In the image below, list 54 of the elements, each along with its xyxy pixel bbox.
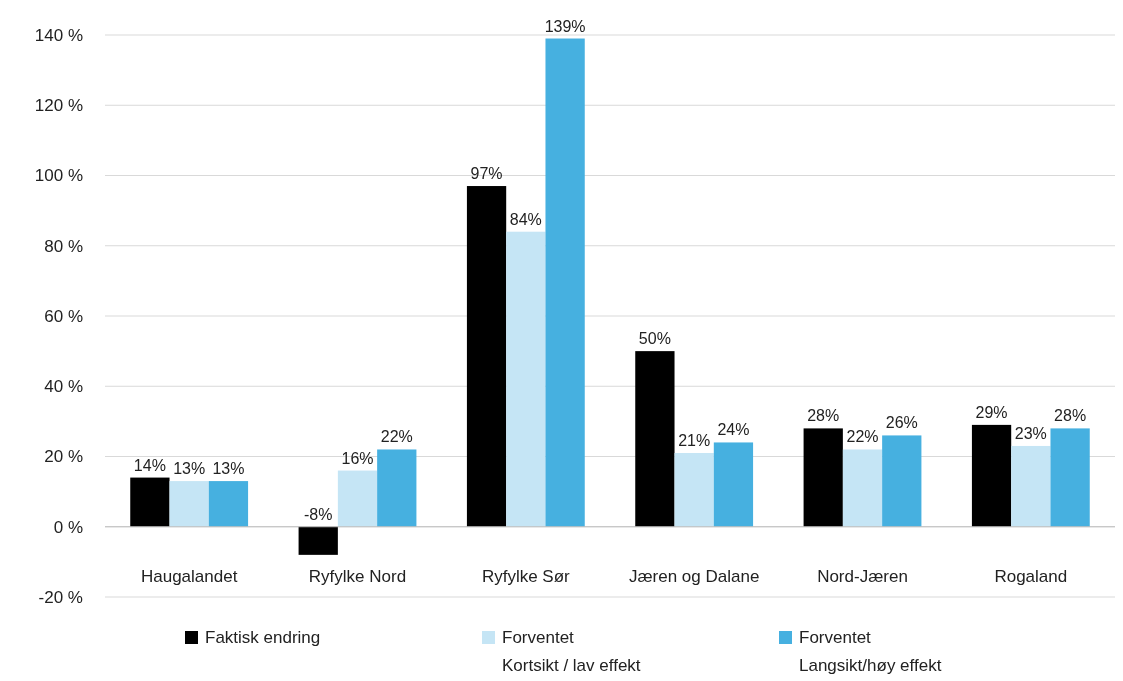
x-tick-label: Jæren og Dalane	[628, 566, 760, 586]
data-label: 50%	[638, 330, 671, 348]
data-label: 97%	[470, 165, 503, 183]
data-label: 22%	[380, 428, 413, 446]
bar	[1050, 428, 1090, 527]
data-label: 16%	[341, 449, 374, 467]
bar	[208, 481, 249, 527]
x-tick-label: Ryfylke Nord	[308, 566, 407, 586]
y-tick-label: 140 %	[34, 25, 83, 45]
data-label: -8%	[304, 505, 333, 523]
legend-label: Forventet Kortsikt / lav effekt	[502, 627, 641, 675]
bar	[298, 526, 338, 555]
bar	[377, 449, 417, 527]
bar	[337, 470, 378, 527]
x-tick-label: Ryfylke Sør	[481, 566, 571, 586]
bar	[674, 452, 714, 527]
bar	[466, 186, 507, 527]
x-tick-label: Haugalandet	[140, 566, 238, 586]
bar	[635, 351, 675, 527]
data-label: 22%	[846, 428, 879, 446]
y-tick-label: 60 %	[44, 306, 83, 326]
data-label: 28%	[807, 407, 840, 425]
data-label: 84%	[509, 210, 542, 228]
data-label: 26%	[885, 414, 918, 432]
y-tick-label: 0 %	[53, 517, 83, 537]
bar	[169, 481, 209, 527]
data-label: 21%	[678, 431, 711, 449]
y-tick-label: 20 %	[44, 447, 83, 467]
data-label: 13%	[212, 460, 245, 478]
bar	[842, 449, 883, 527]
y-tick-label: 120 %	[34, 96, 83, 116]
data-label: 24%	[717, 421, 750, 439]
data-label: 28%	[1054, 407, 1087, 425]
data-label: 139%	[544, 17, 586, 35]
y-tick-label: 80 %	[44, 236, 83, 256]
bar	[1011, 445, 1051, 527]
x-tick-label: Nord-Jæren	[817, 566, 908, 586]
data-label: 14%	[133, 456, 166, 474]
y-tick-label: -20 %	[38, 587, 83, 607]
x-tick-label: Rogaland	[994, 566, 1068, 586]
legend-label: Faktisk endring	[205, 627, 321, 647]
bar	[713, 442, 754, 527]
data-label: 29%	[975, 403, 1008, 421]
bar	[506, 231, 546, 527]
bar	[882, 435, 922, 527]
bar	[130, 477, 170, 527]
data-label: 23%	[1014, 424, 1047, 442]
legend-label: Forventet Langsikt/høy effekt	[799, 627, 942, 675]
y-tick-label: 100 %	[34, 166, 83, 186]
y-tick-label: 40 %	[44, 377, 83, 397]
bar	[971, 424, 1012, 527]
data-label: 13%	[173, 460, 206, 478]
bar	[545, 38, 585, 527]
bar	[803, 428, 843, 527]
